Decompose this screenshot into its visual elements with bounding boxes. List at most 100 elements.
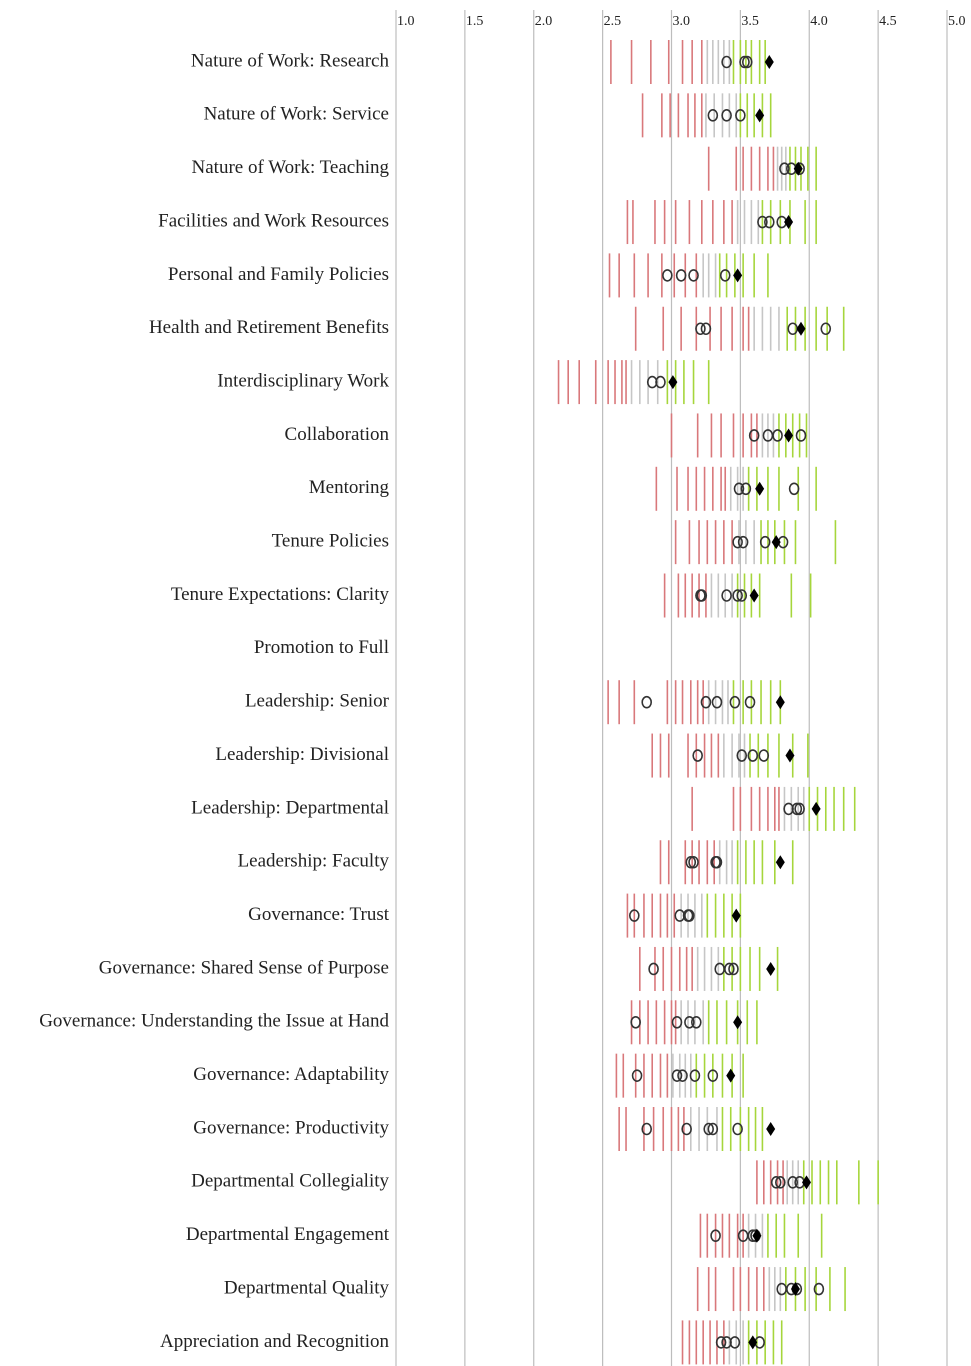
peer-marker xyxy=(703,1122,714,1136)
peer-marker xyxy=(700,695,712,709)
peer-marker xyxy=(681,1122,692,1136)
peer-marker xyxy=(758,749,770,762)
category-label: Promotion to Full xyxy=(254,637,389,658)
peer-marker xyxy=(719,269,731,282)
peer-marker xyxy=(671,1069,683,1082)
peer-marker xyxy=(736,749,748,762)
x-tick-label: 2.5 xyxy=(604,14,622,29)
peer-marker xyxy=(737,535,749,549)
category-label: Leadership: Senior xyxy=(245,691,390,712)
peer-marker xyxy=(655,375,666,389)
institution-marker xyxy=(811,801,821,816)
peer-marker xyxy=(776,1282,788,1296)
institution-marker xyxy=(775,855,785,870)
category-label: Leadership: Departmental xyxy=(191,797,389,818)
peer-marker xyxy=(775,1176,786,1189)
institution-marker xyxy=(784,428,794,443)
peer-marker xyxy=(690,1015,702,1029)
institution-marker xyxy=(775,695,785,710)
peer-marker xyxy=(741,55,753,69)
peer-marker xyxy=(688,855,699,869)
category-label: Nature of Work: Teaching xyxy=(192,157,390,178)
category-label: Governance: Shared Sense of Purpose xyxy=(99,957,389,978)
peer-marker xyxy=(715,1336,727,1349)
category-label: Departmental Collegiality xyxy=(191,1171,389,1192)
category-label: Departmental Engagement xyxy=(186,1224,390,1245)
peer-marker xyxy=(736,589,748,602)
peer-marker xyxy=(764,215,775,229)
peer-marker xyxy=(671,1015,683,1029)
category-label: Governance: Trust xyxy=(248,904,390,925)
peer-marker xyxy=(732,589,743,602)
institution-marker xyxy=(668,375,678,390)
peer-marker xyxy=(770,1176,782,1189)
category-label: Nature of Work: Research xyxy=(191,50,390,71)
peer-marker xyxy=(684,909,695,922)
peer-marker xyxy=(707,1069,719,1082)
peer-marker xyxy=(739,55,750,69)
x-tick-label: 3.0 xyxy=(673,14,691,29)
peer-marker xyxy=(721,589,732,602)
peer-marker xyxy=(772,429,783,442)
category-label: Mentoring xyxy=(309,477,390,498)
peer-marker xyxy=(735,109,746,122)
institution-marker xyxy=(766,1122,776,1136)
institution-marker xyxy=(752,1228,762,1243)
peer-marker xyxy=(707,1122,719,1136)
peer-marker xyxy=(675,269,687,282)
x-tick-label: 3.5 xyxy=(741,14,759,29)
peer-marker xyxy=(700,322,712,336)
category-label: Appreciation and Recognition xyxy=(160,1331,389,1352)
peer-marker xyxy=(689,1069,701,1082)
peer-marker xyxy=(721,109,732,122)
peer-marker xyxy=(813,1282,825,1296)
institution-marker xyxy=(793,161,803,176)
x-tick-label: 4.0 xyxy=(810,14,828,29)
peer-marker xyxy=(794,802,805,816)
category-label: Departmental Quality xyxy=(224,1277,390,1298)
institution-marker xyxy=(731,908,741,923)
x-tick-label: 5.0 xyxy=(948,14,966,29)
institution-marker xyxy=(748,1335,758,1350)
peer-marker xyxy=(728,962,739,976)
institution-marker xyxy=(726,1068,736,1083)
institution-marker xyxy=(785,748,795,763)
peer-marker xyxy=(787,1176,799,1189)
peer-marker xyxy=(710,1229,721,1242)
peer-marker xyxy=(759,535,771,549)
category-label: Interdisciplinary Work xyxy=(217,370,389,391)
institution-marker xyxy=(796,321,806,336)
category-label: Nature of Work: Service xyxy=(204,104,389,125)
institution-marker xyxy=(755,108,765,123)
category-label: Governance: Productivity xyxy=(193,1117,389,1138)
peer-marker xyxy=(641,1122,653,1136)
peer-marker xyxy=(791,802,803,816)
peer-marker xyxy=(788,482,800,496)
peer-marker xyxy=(714,962,726,976)
peer-marker xyxy=(744,695,756,709)
peer-marker xyxy=(684,1015,695,1029)
institution-marker xyxy=(784,215,794,230)
peer-marker xyxy=(631,1069,643,1082)
institution-marker xyxy=(766,961,776,976)
peer-marker xyxy=(648,962,659,976)
institution-marker xyxy=(764,55,774,69)
x-tick-label: 4.5 xyxy=(879,14,897,29)
peer-marker xyxy=(748,429,760,442)
category-label: Facilities and Work Resources xyxy=(158,210,389,231)
peer-marker xyxy=(733,482,745,496)
peer-marker xyxy=(629,909,640,922)
category-label: Tenure Expectations: Clarity xyxy=(171,584,390,605)
peer-marker xyxy=(711,855,723,869)
category-label: Personal and Family Policies xyxy=(168,264,389,285)
peer-marker xyxy=(729,695,741,709)
peer-marker xyxy=(707,109,719,122)
peer-marker xyxy=(711,695,723,709)
peer-marker xyxy=(630,1015,641,1029)
peer-marker xyxy=(695,322,706,336)
peer-marker xyxy=(688,269,699,282)
category-label: Governance: Understanding the Issue at H… xyxy=(39,1011,389,1032)
peer-marker xyxy=(732,535,743,549)
peer-marker xyxy=(732,1122,743,1136)
